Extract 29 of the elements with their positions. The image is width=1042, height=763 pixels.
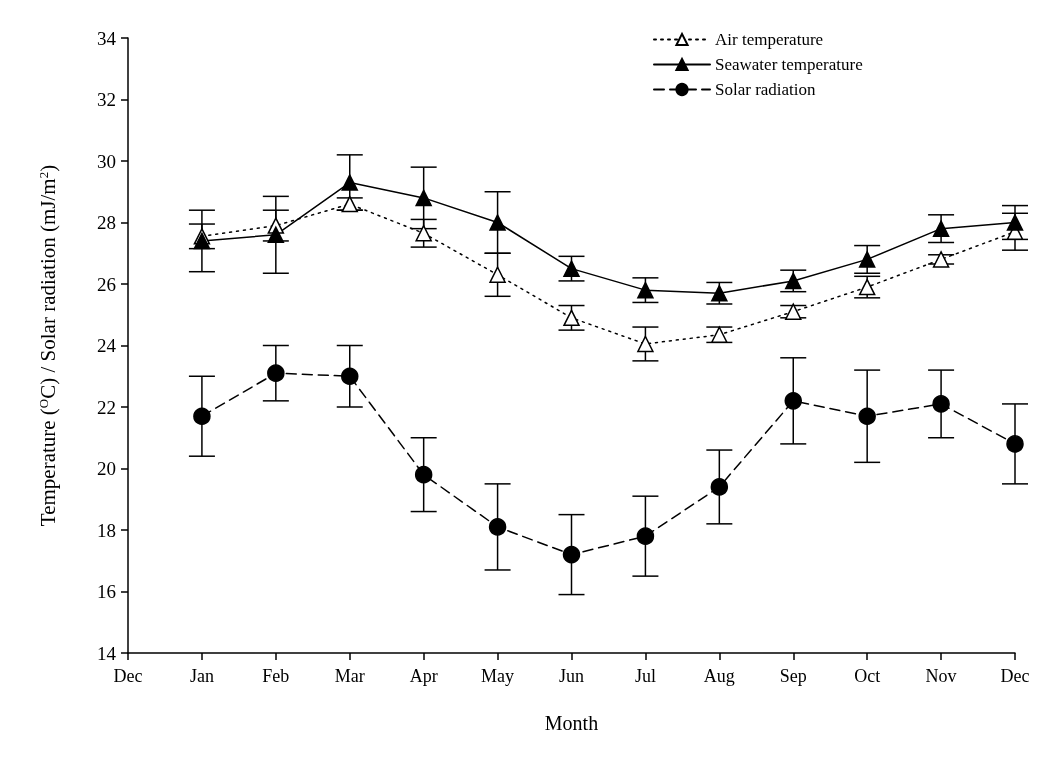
x-tick-label: Dec <box>1000 666 1030 686</box>
y-tick-label: 32 <box>97 89 116 110</box>
x-tick-label: Jul <box>634 666 656 686</box>
y-tick-label: 14 <box>97 642 117 664</box>
y-tick-label: 18 <box>97 519 116 541</box>
x-tick-label: Mar <box>334 666 365 686</box>
x-tick-label: Dec <box>113 666 143 686</box>
y-tick-label: 20 <box>97 458 116 479</box>
y-tick-label: 22 <box>97 396 116 418</box>
x-tick-label: Nov <box>925 666 957 686</box>
x-tick-label: May <box>481 666 515 686</box>
x-tick-label: Apr <box>409 666 438 686</box>
x-axis-title: Month <box>544 712 599 734</box>
y-tick-label: 16 <box>97 581 116 602</box>
x-tick-label: Feb <box>262 666 290 686</box>
y-tick-label: 26 <box>97 273 116 295</box>
legend-label: Solar radiation <box>715 80 817 99</box>
y-tick-label: 30 <box>97 150 116 172</box>
y-tick-label: 28 <box>97 212 116 233</box>
y-axis-title: Temperature (OC) / Solar radiation (mJ/m2) <box>35 164 60 527</box>
x-tick-label: Sep <box>779 666 807 686</box>
legend-label: Air temperature <box>715 30 824 49</box>
legend-label: Seawater temperature <box>715 55 863 74</box>
y-tick-label: 24 <box>97 335 117 356</box>
y-tick-label: 34 <box>97 27 117 49</box>
x-tick-label: Jun <box>558 666 585 686</box>
x-tick-label: Aug <box>703 666 735 686</box>
x-tick-label: Oct <box>854 666 881 686</box>
x-tick-label: Jan <box>189 666 214 686</box>
